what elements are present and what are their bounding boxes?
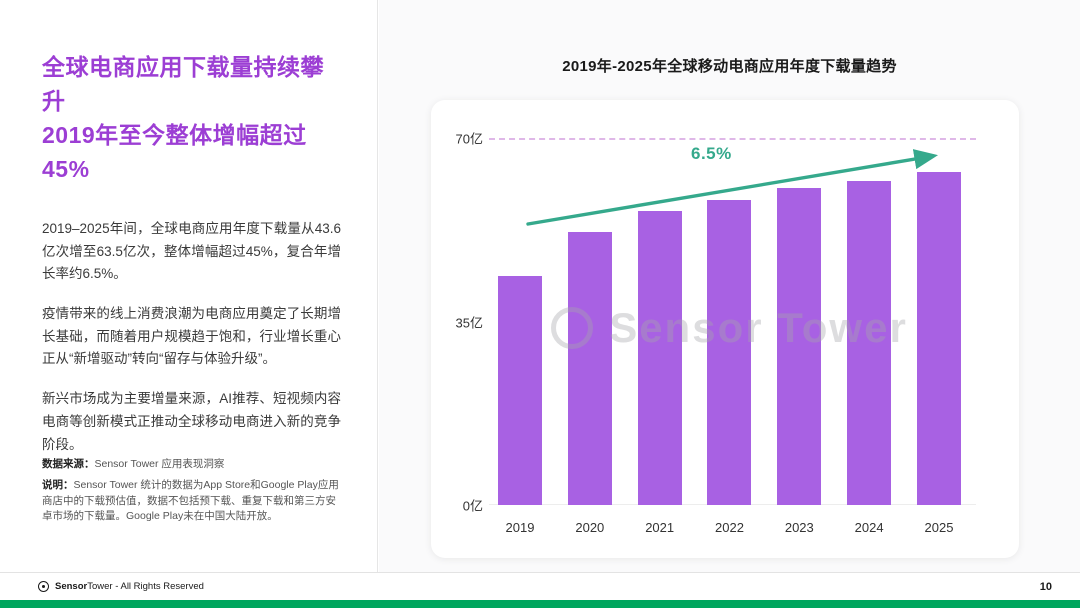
bar-column-2024: 2024 [847,138,892,535]
page-number: 10 [1039,580,1052,593]
footer-brand: SensorTower - All Rights Reserved [38,581,204,592]
chart-title: 2019年-2025年全球移动电商应用年度下载量趋势 [562,58,897,75]
bar-column-2023: 2023 [777,138,822,535]
body-copy: 2019–2025年间，全球电商应用年度下载量从43.6亿次增至63.5亿次，整… [42,218,341,456]
y-tick-label: 35亿 [455,315,483,330]
footer-rights: - All Rights Reserved [112,581,204,592]
bar-2024 [847,181,892,505]
x-axis-label: 2021 [645,520,675,535]
bar-2023 [777,187,822,505]
bar-2025 [916,172,961,505]
footer-brand-text: SensorTower - All Rights Reserved [55,581,204,592]
y-tick-label: 0亿 [462,498,483,514]
sensortower-logo-small-icon [38,581,49,592]
paragraph-2: 疫情带来的线上消费浪潮为电商应用奠定了长期增长基础，而随着用户规模趋于饱和，行业… [42,306,341,367]
data-source-text: Sensor Tower 应用表现洞察 [94,458,225,470]
growth-rate-label: 6.5% [691,144,732,163]
bars: 2019 2020 2021 2022 2023 2024 2025 [493,138,966,535]
slide-title: 全球电商应用下载量持续攀升 2019年至今整体增幅超过45% [42,50,341,186]
slide-title-line2: 2019年至今整体增幅超过45% [42,122,307,183]
y-axis: 70亿 35亿 0亿 [437,132,487,514]
chart-card: 70亿 35亿 0亿 2019 2020 2021 2022 2023 2024 2025 Se… [431,100,1019,558]
bar-column-2020: 2020 [567,138,612,535]
trend-arrow-icon [526,149,939,226]
paragraph-1: 2019–2025年间，全球电商应用年度下载量从43.6亿次增至63.5亿次，整… [42,221,341,282]
right-panel: 2019年-2025年全球移动电商应用年度下载量趋势 70亿 35亿 0亿 2019… [379,0,1080,572]
bar-column-2022: 2022 [707,138,752,535]
gridline-70 [489,138,976,140]
bar-2021 [637,211,682,505]
data-source-label: 数据来源： [42,458,95,470]
bar-column-2021: 2021 [637,138,682,535]
x-axis-label: 2024 [854,520,884,535]
note-label: 说明： [42,478,74,491]
slide-title-line1: 全球电商应用下载量持续攀升 [42,54,324,115]
note-line: 说明：Sensor Tower 统计的数据为App Store和Google P… [42,478,343,525]
bar-2019 [498,276,542,505]
bar-2020 [567,232,612,505]
bar-2022 [707,199,752,505]
data-source-line: 数据来源：Sensor Tower 应用表现洞察 [42,457,343,473]
bottom-accent-strip [0,600,1080,608]
paragraph-3: 新兴市场成为主要增量来源，AI推荐、短视频内容电商等创新模式正推动全球移动电商进… [42,391,341,452]
x-axis-label: 2023 [784,520,814,535]
footer: SensorTower - All Rights Reserved 10 [0,572,1080,600]
x-axis-label: 2025 [924,520,954,535]
footnotes: 数据来源：Sensor Tower 应用表现洞察 说明：Sensor Tower… [42,457,343,525]
bar-column-2019: 2019 [498,138,542,535]
bar-column-2025: 2025 [916,138,961,535]
left-panel: 全球电商应用下载量持续攀升 2019年至今整体增幅超过45% 2019–2025… [0,0,378,572]
footer-brand-light: Tower [87,581,113,592]
plot-area: 2019 2020 2021 2022 2023 2024 2025 Sensor Towe… [489,138,976,535]
footer-brand-bold: Sensor [55,581,88,592]
note-text: Sensor Tower 统计的数据为App Store和Google Play… [42,478,339,523]
x-axis-label: 2020 [575,520,605,535]
y-tick-label: 70亿 [455,131,483,147]
x-axis-label: 2022 [715,520,744,535]
x-axis-label: 2019 [505,520,535,535]
